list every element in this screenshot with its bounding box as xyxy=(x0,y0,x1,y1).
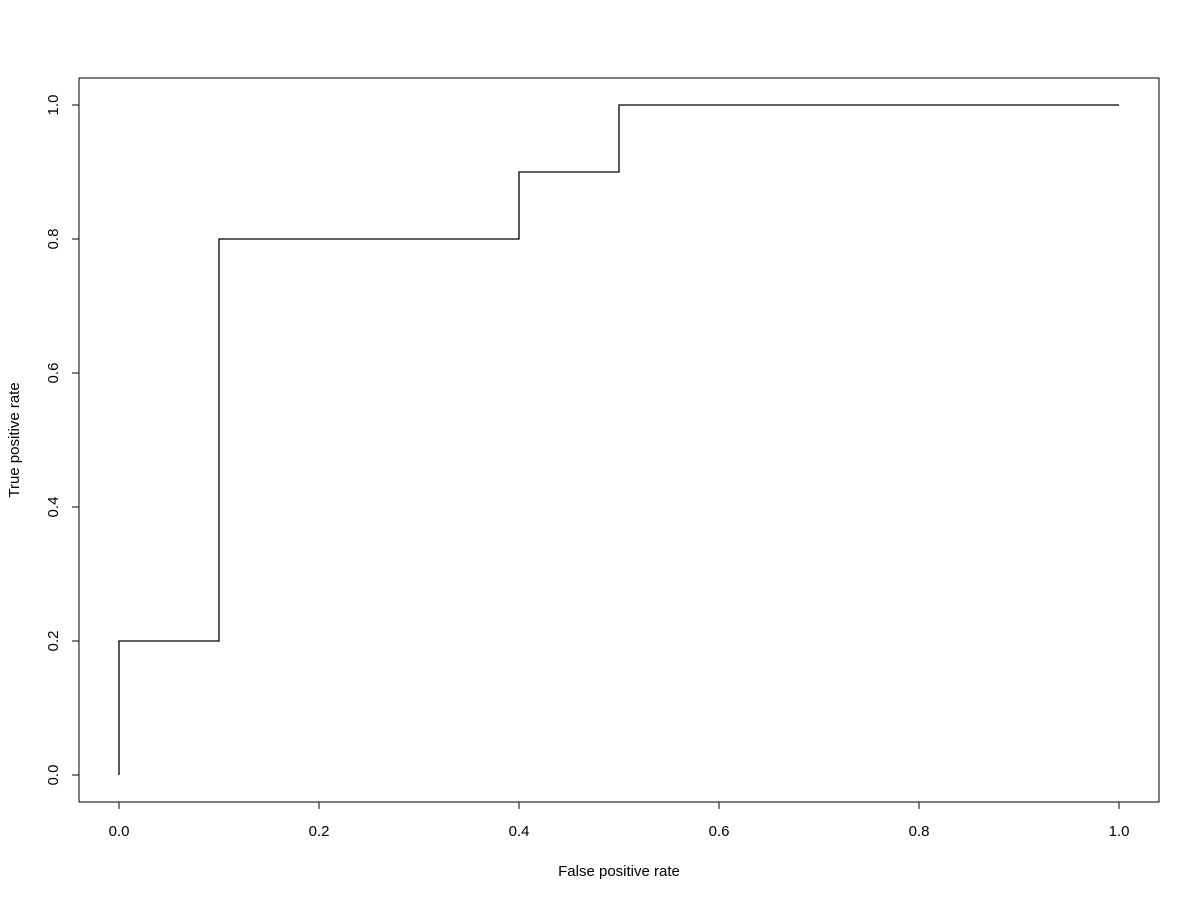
y-tick-label: 1.0 xyxy=(45,95,62,116)
x-tick-label: 0.2 xyxy=(309,823,330,840)
x-axis-title: False positive rate xyxy=(558,863,680,880)
x-tick-label: 1.0 xyxy=(1109,823,1130,840)
x-axis: 0.0 0.2 0.4 0.6 0.8 1.0 xyxy=(109,801,1130,840)
y-tick-label: 0.0 xyxy=(45,765,62,786)
x-tick-label: 0.4 xyxy=(509,823,530,840)
series-layer xyxy=(118,104,1119,775)
y-tick-label: 0.4 xyxy=(45,497,62,518)
y-tick-label: 0.8 xyxy=(45,229,62,250)
x-tick-label: 0.6 xyxy=(709,823,730,840)
y-tick-label: 0.6 xyxy=(45,363,62,384)
y-axis-title: True positive rate xyxy=(6,382,23,497)
y-tick-label: 0.2 xyxy=(45,631,62,652)
x-tick-label: 0.0 xyxy=(109,823,130,840)
roc-curve-line xyxy=(118,104,1119,775)
plot-frame xyxy=(78,77,1160,803)
x-tick-label: 0.8 xyxy=(909,823,930,840)
y-axis: 0.0 0.2 0.4 0.6 0.8 1.0 xyxy=(45,95,80,786)
